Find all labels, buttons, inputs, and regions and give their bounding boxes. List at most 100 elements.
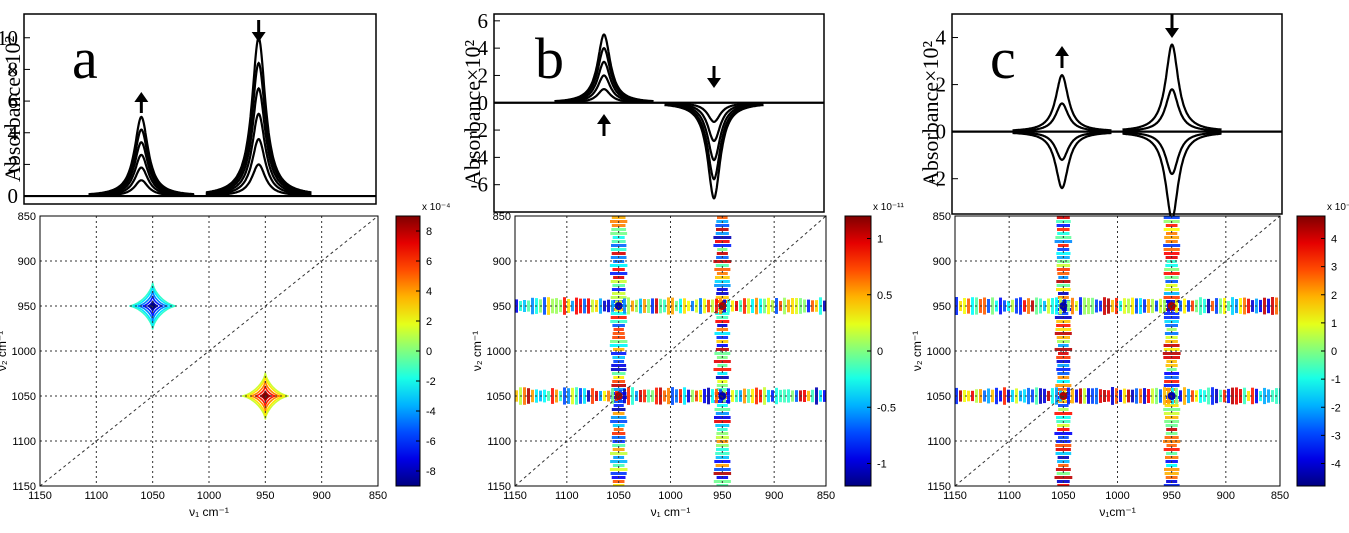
x-tick-label: 900 — [765, 490, 783, 502]
band-segment — [1047, 299, 1050, 314]
band-segment — [1067, 388, 1070, 405]
band-segment — [1127, 299, 1130, 314]
band-segment — [1166, 428, 1177, 431]
colorbar-tick-label: 6 — [426, 256, 432, 268]
colorbar-tick-label: 2 — [1331, 290, 1337, 302]
band-segment — [1055, 348, 1073, 351]
band-segment — [587, 298, 590, 313]
band-segment — [987, 299, 990, 313]
x-tick-label: 1000 — [658, 490, 682, 502]
band-segment — [747, 298, 750, 313]
band-segment — [614, 428, 624, 431]
band-segment — [1207, 299, 1210, 313]
colorbar-tick-label: -3 — [1331, 430, 1341, 442]
band-segment — [714, 368, 732, 371]
y-tick-label: 850 — [933, 211, 951, 223]
band-segment — [614, 328, 624, 331]
spectrum-panel-b: 6420-2-4-6Absorbance×10²b — [460, 9, 824, 212]
band-segment — [611, 368, 627, 371]
band-segment — [717, 428, 728, 431]
band-segment — [1058, 408, 1068, 411]
x-tick-label: 950 — [713, 490, 731, 502]
band-segment — [647, 299, 650, 313]
y-tick-label: 6 — [478, 9, 489, 33]
band-segment — [547, 297, 550, 315]
band-segment — [807, 300, 810, 313]
x-tick-label: 900 — [1217, 490, 1235, 502]
band-segment — [707, 388, 710, 405]
band-segment — [1167, 368, 1177, 371]
band-segment — [727, 300, 730, 313]
band-segment — [567, 388, 570, 404]
y-tick-label: 950 — [933, 301, 951, 313]
colorbar-tick-label: 4 — [426, 286, 432, 298]
y-tick-label: 900 — [493, 256, 511, 268]
band-segment — [1057, 268, 1070, 271]
band-segment — [1067, 301, 1070, 312]
colorbar-tick-label: -4 — [1331, 459, 1341, 471]
y-tick-label: 900 — [18, 256, 36, 268]
band-segment — [527, 388, 530, 404]
y-axis-label: Absorbance×10² — [0, 36, 25, 182]
band-segment — [1267, 389, 1270, 402]
band-segment — [1056, 288, 1071, 291]
band-segment — [1057, 428, 1069, 431]
band-segment — [1027, 388, 1030, 404]
band-segment — [967, 299, 970, 314]
band-segment — [1164, 268, 1179, 271]
colorbar-exponent: x 10⁻⁴ — [422, 202, 450, 213]
band-segment — [527, 301, 530, 312]
band-segment — [707, 300, 710, 313]
y-tick-label: 1000 — [12, 346, 36, 358]
correlation-map-b: 1150110010501000950900850850900950100010… — [470, 211, 835, 519]
y-tick-label: 1050 — [487, 391, 511, 403]
band-segment — [687, 301, 690, 311]
band-segment — [610, 468, 628, 471]
band-segment — [1247, 391, 1250, 401]
band-segment — [613, 448, 625, 451]
colorbar-tick-label: 8 — [426, 226, 432, 238]
band-segment — [967, 391, 970, 402]
spectrum-panel-c: 420-2Absorbance×10²c — [918, 14, 1282, 219]
band-segment — [717, 328, 729, 331]
band-segment — [1027, 298, 1030, 314]
y-axis-label: ν₂ cm⁻¹ — [910, 331, 924, 371]
band-segment — [667, 388, 670, 404]
band-segment — [1167, 328, 1177, 331]
correlation-map-a: 1150110010501000950900850850900950100010… — [0, 211, 387, 519]
band-segment — [1207, 388, 1210, 405]
band-segment — [1267, 299, 1270, 314]
y-tick-label: 1100 — [927, 436, 951, 448]
band-segment — [1227, 301, 1230, 311]
band-segment — [787, 389, 790, 402]
y-axis-label: ν₂ cm⁻¹ — [0, 331, 9, 371]
x-tick-label: 1050 — [606, 490, 630, 502]
colorbar-tick-label: -1 — [1331, 374, 1341, 386]
x-axis-label: ν₁cm⁻¹ — [1099, 505, 1135, 519]
colorbar-tick-label: -4 — [426, 406, 436, 418]
y-tick-label: 1000 — [487, 346, 511, 358]
band-segment — [1187, 300, 1190, 312]
y-tick-label: 1000 — [927, 346, 951, 358]
band-segment — [627, 297, 630, 314]
panel-letter: a — [72, 26, 98, 91]
band-segment — [587, 390, 590, 402]
y-axis-label: Absorbance×10² — [918, 41, 943, 187]
panel-letter: b — [535, 26, 564, 91]
y-tick-label: 1150 — [12, 481, 36, 493]
band-segment — [613, 268, 625, 271]
band-segment — [1164, 288, 1179, 291]
band-segment — [611, 248, 627, 251]
x-tick-label: 850 — [817, 490, 835, 502]
band-segment — [687, 390, 690, 403]
band-segment — [567, 299, 570, 313]
y-tick-label: 1150 — [927, 481, 951, 493]
colorbar-tick-label: 0.5 — [877, 290, 892, 302]
y-tick-label: 950 — [18, 301, 36, 313]
colorbar-tick-label: 1 — [1331, 318, 1337, 330]
x-tick-label: 1000 — [197, 490, 221, 502]
band-segment — [717, 248, 727, 251]
band-segment — [1164, 248, 1180, 251]
band-segment — [1087, 298, 1090, 314]
band-segment — [1056, 468, 1071, 471]
